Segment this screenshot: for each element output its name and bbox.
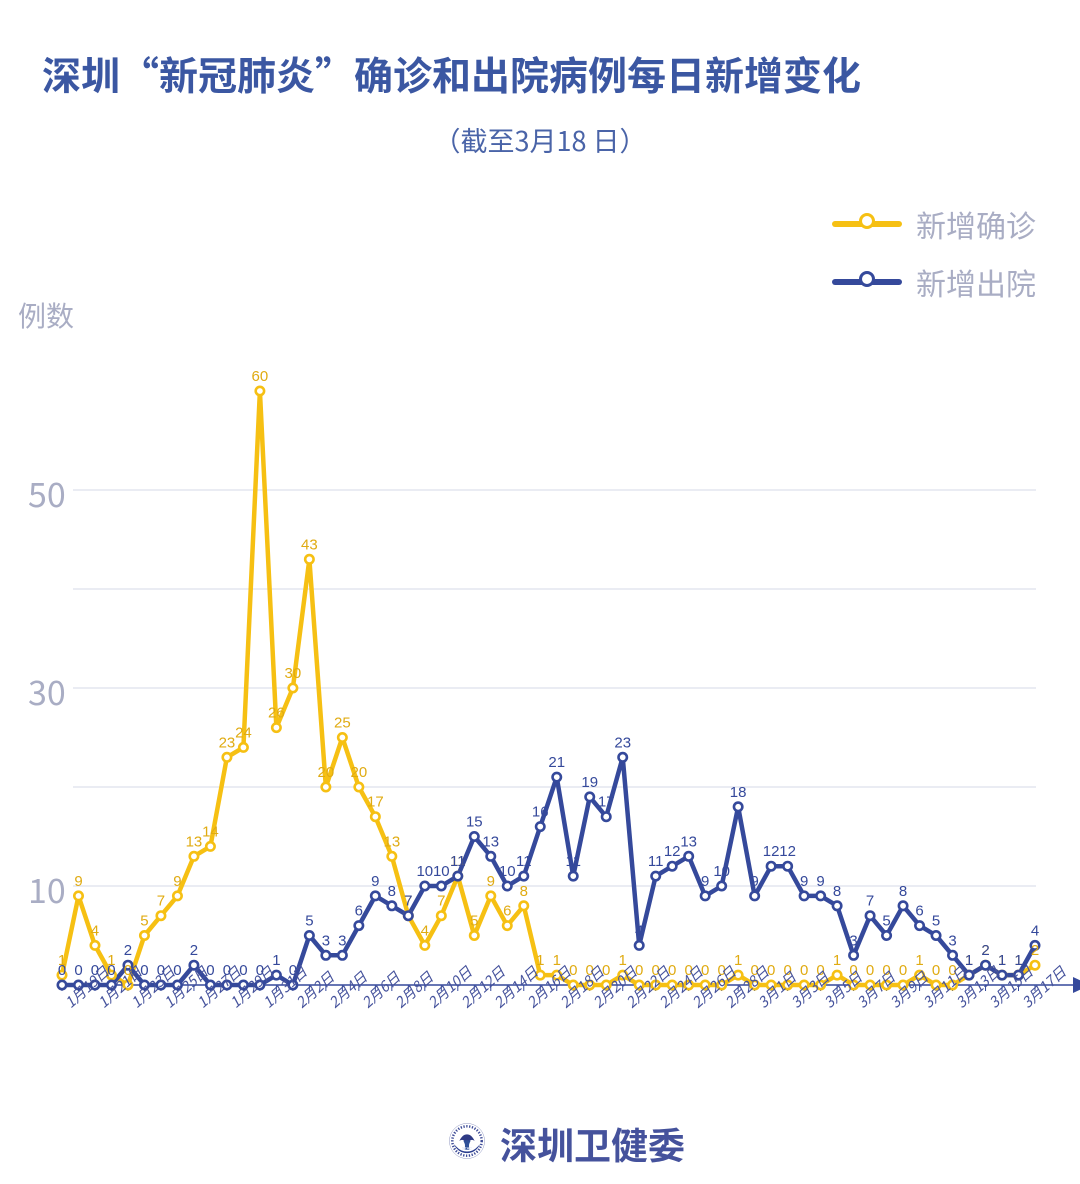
svg-text:30: 30 [285,665,302,682]
svg-text:2: 2 [190,942,198,959]
svg-text:12: 12 [779,843,796,860]
svg-text:8: 8 [833,883,841,900]
svg-text:6: 6 [355,903,363,920]
svg-text:9: 9 [816,873,824,890]
svg-text:1: 1 [998,952,1006,969]
svg-text:4: 4 [91,922,99,939]
svg-text:8: 8 [388,883,396,900]
svg-text:43: 43 [301,536,318,553]
svg-text:0: 0 [58,962,66,979]
svg-text:12: 12 [763,843,780,860]
svg-text:14: 14 [202,823,219,840]
svg-text:2: 2 [1031,942,1039,959]
svg-text:4: 4 [635,922,643,939]
svg-text:2: 2 [124,942,132,959]
svg-text:9: 9 [800,873,808,890]
svg-text:20: 20 [318,764,335,781]
svg-text:3: 3 [948,932,956,949]
svg-text:1: 1 [272,952,280,969]
svg-text:1: 1 [915,952,923,969]
svg-text:25: 25 [334,715,351,732]
svg-text:11: 11 [450,853,466,870]
svg-text:11: 11 [565,853,581,870]
svg-text:9: 9 [487,873,495,890]
svg-text:10: 10 [416,863,433,880]
svg-text:8: 8 [520,883,528,900]
svg-text:2: 2 [981,942,989,959]
svg-text:5: 5 [305,913,313,930]
svg-text:7: 7 [437,893,445,910]
svg-text:19: 19 [581,774,598,791]
svg-text:7: 7 [404,893,412,910]
svg-text:15: 15 [466,814,483,831]
svg-text:1: 1 [965,952,973,969]
svg-text:21: 21 [548,754,565,771]
svg-text:11: 11 [648,853,664,870]
svg-text:60: 60 [252,368,269,385]
svg-text:20: 20 [351,764,368,781]
svg-text:7: 7 [157,893,165,910]
svg-text:9: 9 [701,873,709,890]
svg-text:8: 8 [899,883,907,900]
svg-text:5: 5 [470,913,478,930]
svg-text:13: 13 [383,833,400,850]
svg-text:18: 18 [730,784,747,801]
svg-text:10: 10 [433,863,450,880]
svg-text:10: 10 [713,863,730,880]
svg-text:7: 7 [866,893,874,910]
svg-text:1: 1 [833,952,841,969]
svg-text:9: 9 [371,873,379,890]
svg-text:3: 3 [338,932,346,949]
svg-text:17: 17 [598,794,615,811]
svg-text:13: 13 [186,833,203,850]
svg-text:26: 26 [268,705,285,722]
svg-text:17: 17 [367,794,384,811]
svg-text:3: 3 [849,932,857,949]
svg-text:3: 3 [322,932,330,949]
svg-text:5: 5 [140,913,148,930]
svg-text:5: 5 [882,913,890,930]
svg-text:5: 5 [932,913,940,930]
svg-text:23: 23 [219,734,236,751]
svg-text:10: 10 [499,863,516,880]
svg-text:13: 13 [680,833,697,850]
svg-text:6: 6 [503,903,511,920]
svg-text:11: 11 [516,853,532,870]
svg-text:24: 24 [235,724,252,741]
svg-text:SZHC: SZHC [462,1146,472,1150]
svg-text:1: 1 [734,952,742,969]
svg-text:9: 9 [173,873,181,890]
svg-text:6: 6 [915,903,923,920]
svg-text:9: 9 [750,873,758,890]
svg-text:12: 12 [664,843,681,860]
svg-text:4: 4 [421,922,429,939]
svg-text:13: 13 [482,833,499,850]
svg-text:16: 16 [532,804,549,821]
svg-text:23: 23 [614,734,631,751]
svg-text:4: 4 [1031,922,1039,939]
svg-text:1: 1 [536,952,544,969]
svg-text:9: 9 [74,873,82,890]
